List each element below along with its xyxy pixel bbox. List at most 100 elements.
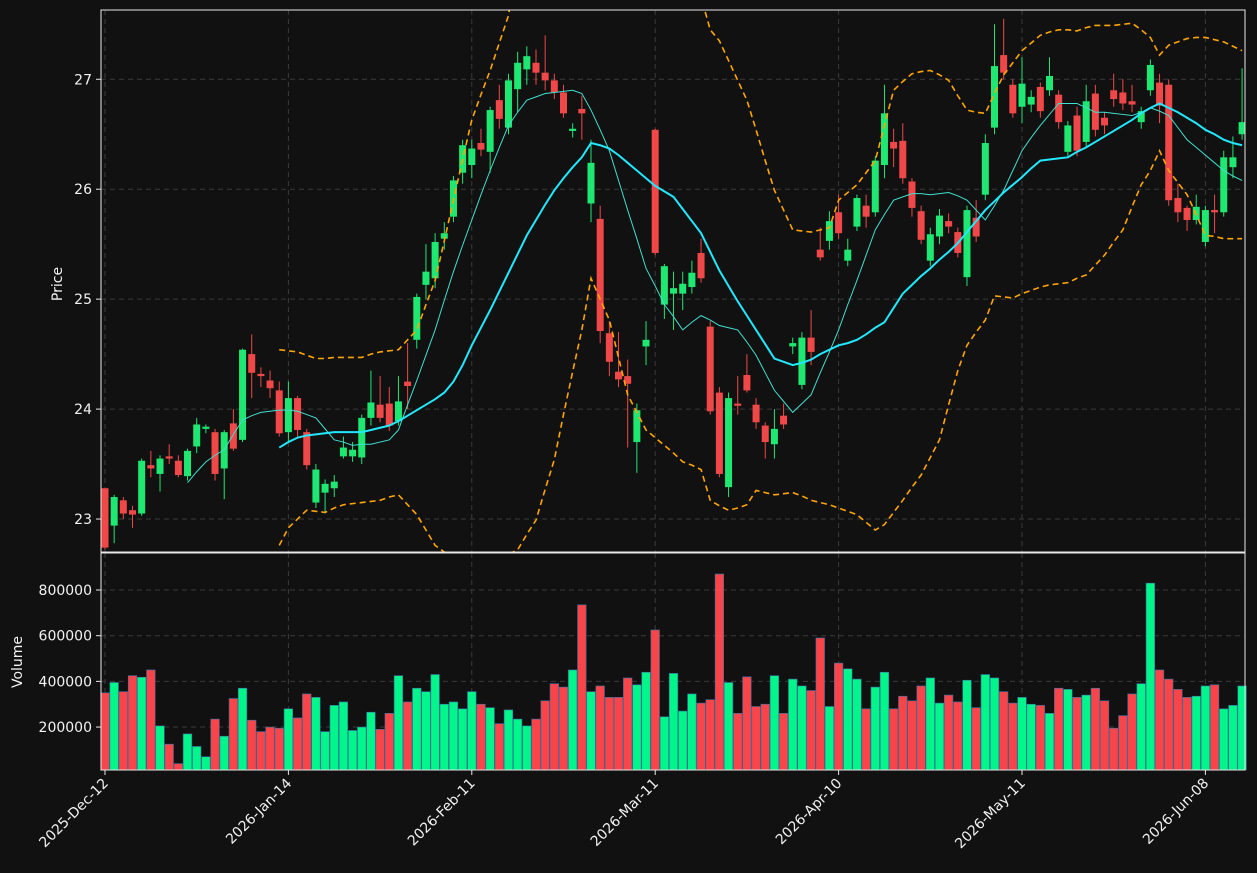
volume-bar [430, 674, 440, 771]
volume-bar [384, 713, 394, 771]
indicator-line [278, 102, 1243, 449]
volume-bar [476, 703, 486, 771]
candle-body [761, 425, 769, 443]
candle-body [477, 143, 485, 150]
candle-body [1082, 101, 1090, 142]
volume-bar [824, 706, 835, 771]
volume-bar [668, 673, 679, 771]
volume-bar [623, 677, 633, 771]
candle-body [495, 100, 503, 119]
candle-body [330, 481, 338, 489]
price-frame [100, 9, 1246, 553]
volume-bar [219, 735, 229, 771]
candle-body [633, 410, 641, 443]
volume-axis-label: Volume [10, 636, 26, 688]
candle-body [789, 343, 797, 347]
volume-bar [265, 726, 275, 771]
volume-bar [127, 675, 138, 771]
volume-bar [237, 687, 248, 771]
candle-body [945, 221, 953, 227]
volume-bar [980, 674, 990, 771]
candle-body [578, 108, 586, 114]
volume-bar [494, 723, 504, 771]
candle-body [734, 403, 742, 406]
candle-body [596, 218, 604, 332]
candle-body [1055, 94, 1063, 123]
volume-bar [760, 703, 770, 771]
candle-body [1018, 83, 1026, 107]
candle-body [523, 56, 531, 70]
volume-bar [458, 708, 468, 771]
volume-bar [907, 700, 917, 771]
volume-bar [843, 668, 853, 771]
candle-body [1101, 117, 1109, 126]
volume-bar [687, 693, 697, 771]
candle-body [358, 417, 366, 458]
volume-bar [357, 726, 367, 771]
volume-bar [311, 697, 321, 771]
candle-body [239, 349, 247, 440]
volume-bar [1154, 669, 1165, 771]
volume-bar [1182, 697, 1192, 771]
volume-bar [1081, 694, 1091, 771]
candle-body [321, 483, 329, 493]
candle-body [935, 215, 943, 237]
candle-body [1146, 64, 1154, 91]
candle-body [284, 398, 292, 433]
volume-bar [806, 690, 816, 771]
volume-bar [934, 702, 945, 771]
volume-bar [1118, 715, 1128, 771]
candle-body [275, 390, 283, 434]
candle-body [660, 266, 668, 305]
volume-bar [953, 701, 963, 771]
volume-bar [1219, 708, 1229, 771]
candle-body [651, 129, 659, 253]
candle-body [193, 424, 201, 447]
price-axis-label: Price [50, 267, 66, 301]
candle-body [422, 271, 430, 285]
volume-bar [412, 687, 422, 771]
volume-bar [944, 694, 954, 771]
volume-bar [852, 678, 862, 771]
volume-bar [613, 697, 624, 771]
volume-bar [366, 711, 376, 771]
candle-body [1064, 125, 1072, 152]
volume-bar [659, 716, 669, 771]
candle-body [486, 110, 494, 152]
candle-body [440, 233, 448, 239]
volume-bar [650, 629, 660, 771]
volume-bar [302, 693, 312, 771]
volume-bar [751, 706, 761, 771]
candle-body [294, 398, 302, 430]
volume-bar [595, 685, 605, 771]
y-tick-label: 800000 [39, 583, 92, 599]
volume-bar [173, 763, 183, 771]
volume-bar [137, 676, 147, 771]
volume-bar [1090, 687, 1100, 771]
volume-bar [586, 691, 596, 771]
y-tick-label: 600000 [39, 629, 92, 645]
volume-plot [100, 573, 1247, 771]
volume-bar [925, 677, 935, 771]
volume-bar [531, 718, 541, 771]
volume-bar [1072, 697, 1082, 771]
volume-bar [439, 703, 449, 771]
candle-body [798, 337, 806, 385]
volume-bar [833, 662, 844, 771]
volume-bar [696, 702, 706, 771]
volume-bar [283, 708, 294, 771]
candle-body [816, 249, 824, 258]
candle-body [312, 469, 320, 503]
candle-body [174, 460, 182, 476]
volume-bar [329, 705, 339, 771]
volume-bar [513, 718, 523, 771]
volume-bar [705, 699, 715, 771]
volume-bar [733, 713, 743, 771]
volume-bar [989, 677, 1000, 771]
candle-body [431, 241, 439, 279]
candle-body [404, 381, 412, 386]
indicator-line [187, 89, 1243, 484]
candle-body [1174, 197, 1182, 213]
candle-body [871, 160, 879, 213]
candle-body [990, 66, 998, 128]
